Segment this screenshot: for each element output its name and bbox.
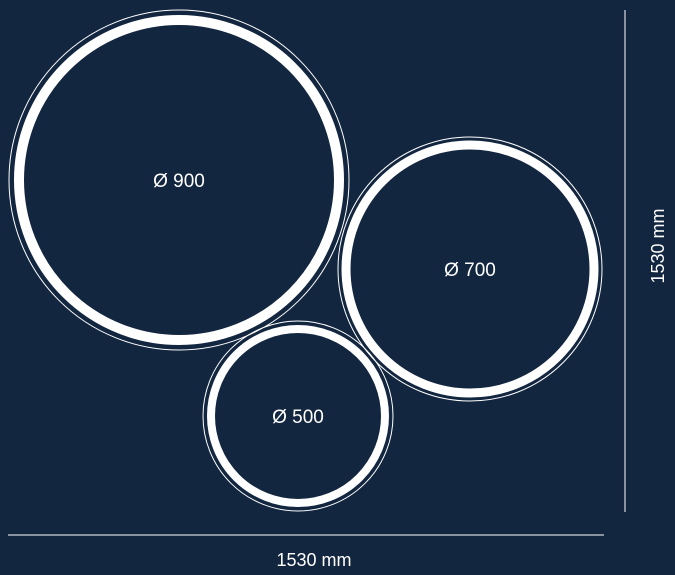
ring-500-label: Ø 500 [272, 407, 324, 428]
ring-900-label: Ø 900 [153, 171, 205, 192]
height-dimension-label: 1530 mm [648, 208, 668, 283]
width-dimension-label: 1530 mm [276, 550, 351, 570]
ring-700: Ø 700 [337, 136, 603, 402]
ring-500: Ø 500 [202, 320, 394, 512]
ring-700-label: Ø 700 [444, 260, 496, 281]
ring-900: Ø 900 [8, 9, 350, 351]
